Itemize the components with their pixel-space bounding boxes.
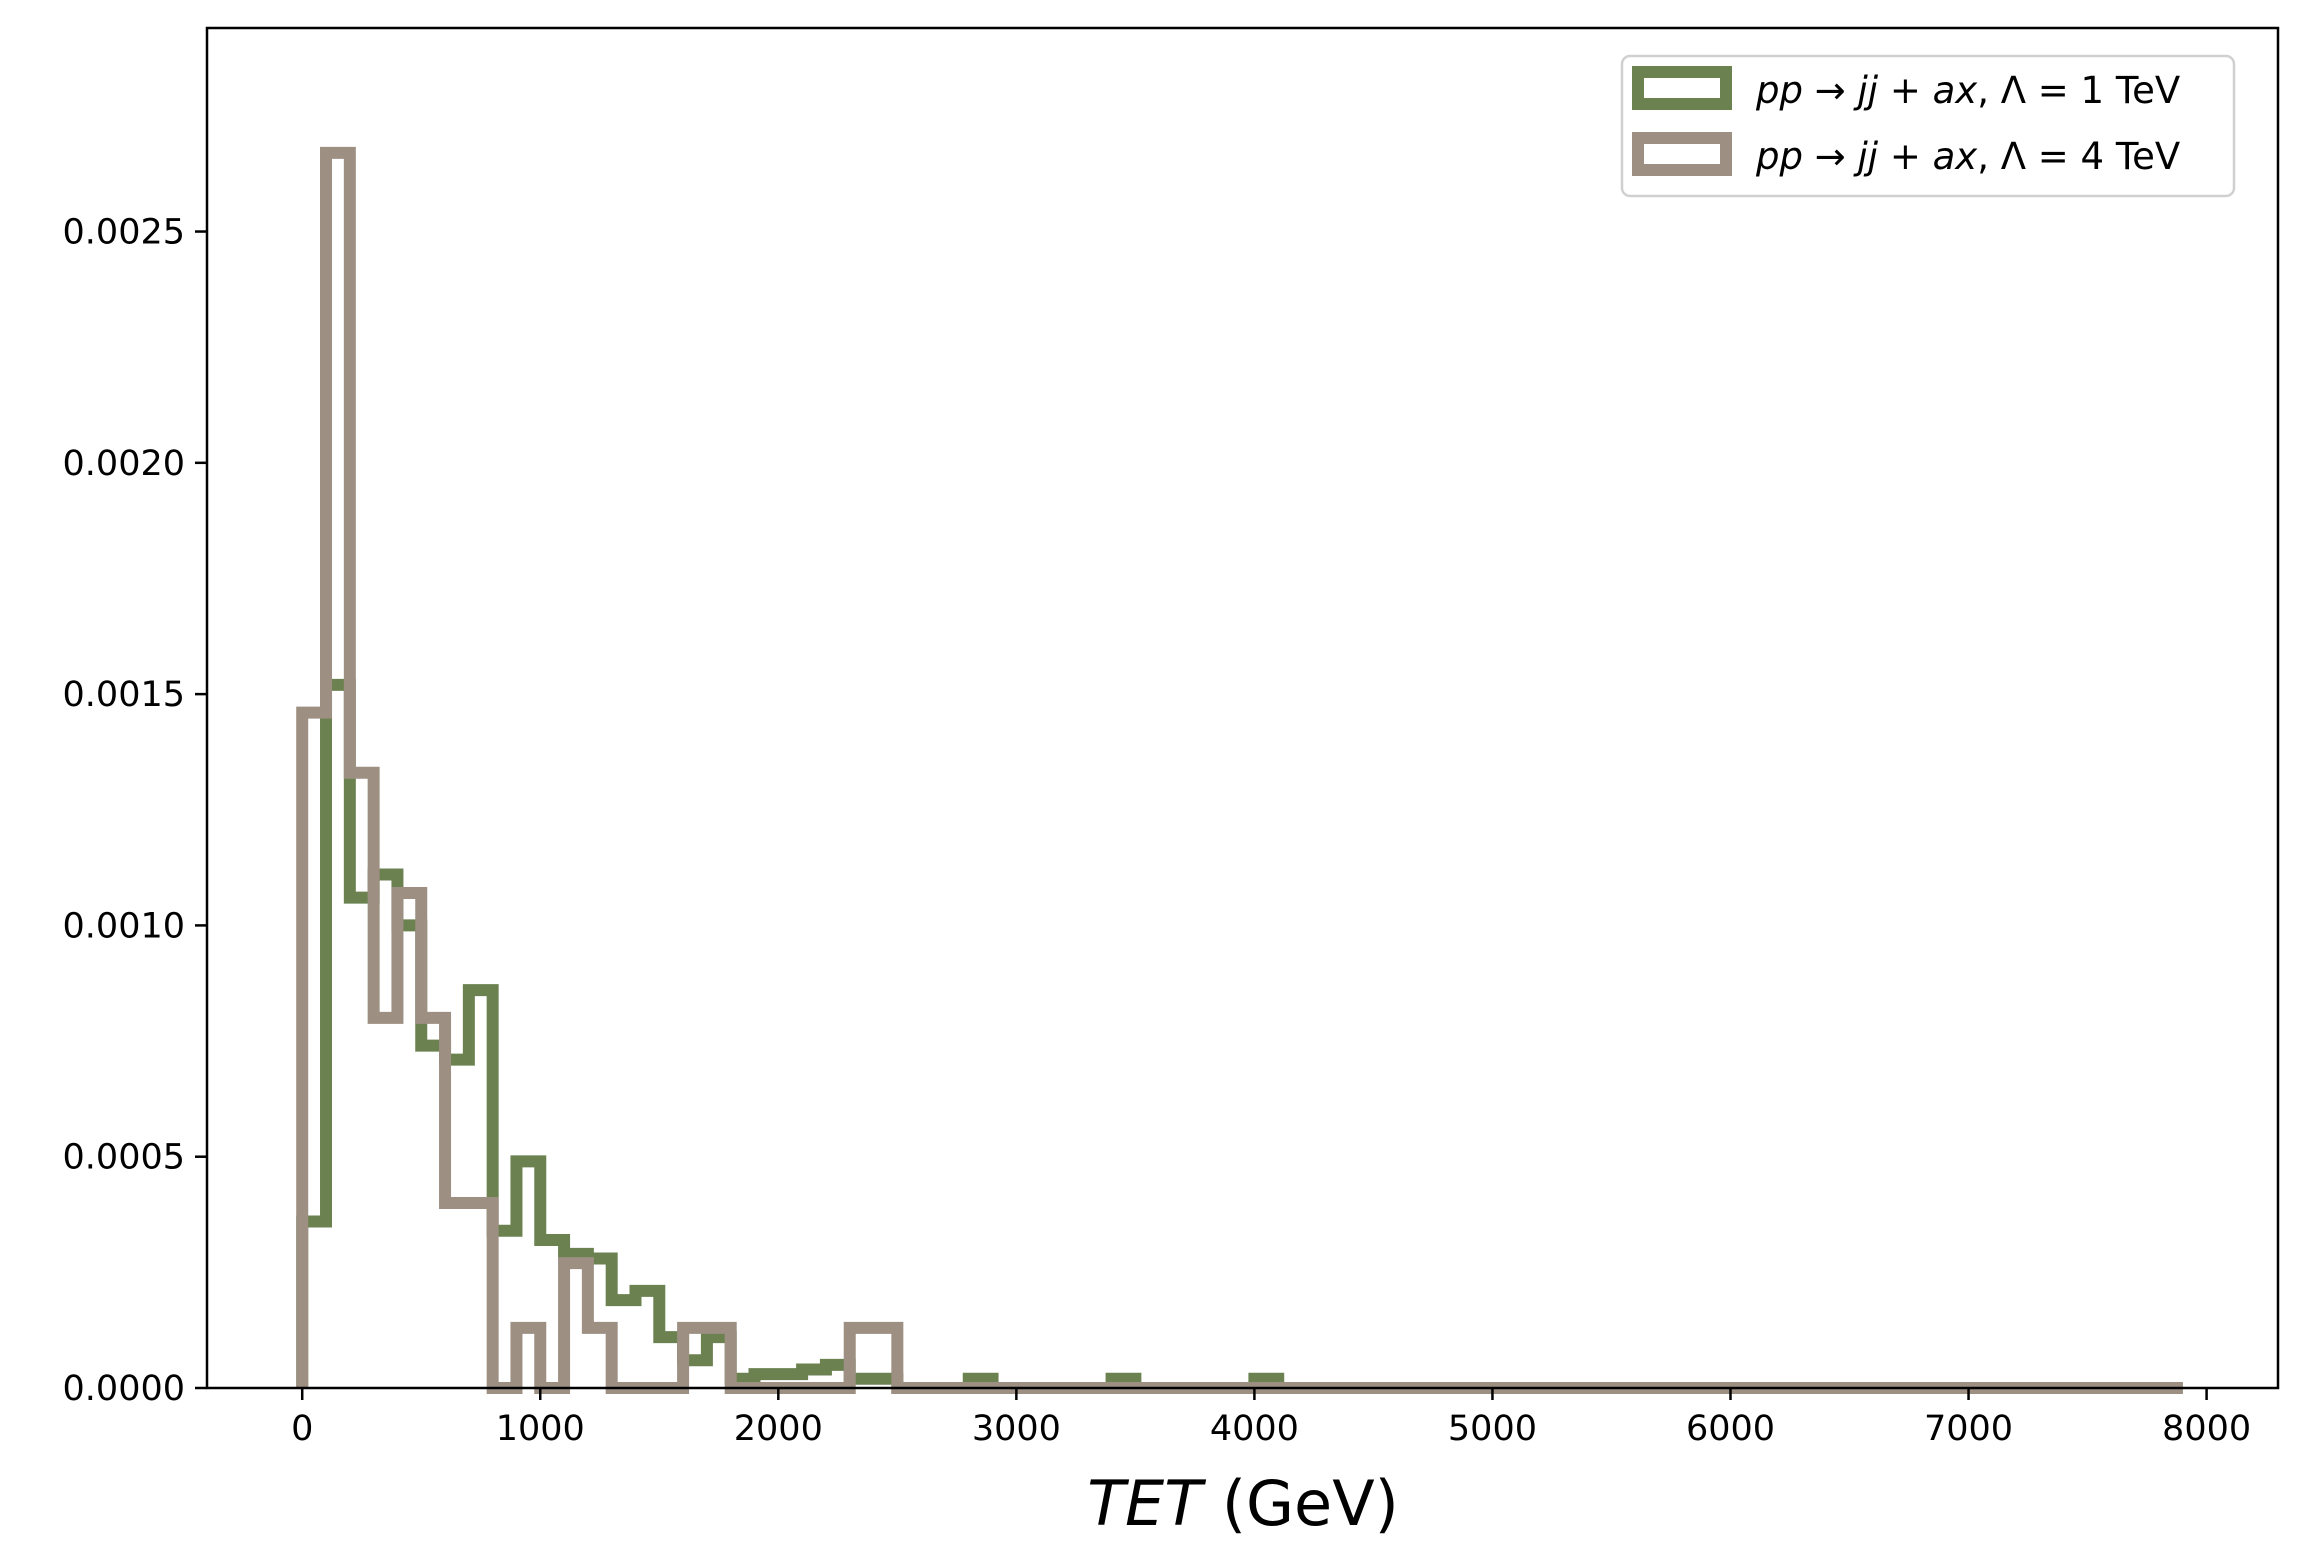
legend-swatch-lambda-1: [1632, 66, 1732, 110]
legend-1-ax: ax: [1933, 69, 1979, 112]
y-tick-label: 0.0020: [63, 444, 185, 484]
legend-box: [1620, 54, 2236, 198]
y-tick-label: 0.0010: [63, 906, 185, 946]
y-tick-label: 0.0025: [63, 213, 185, 253]
axes-frame: [205, 26, 2280, 1390]
x-tick-label: 8000: [2162, 1409, 2251, 1449]
legend-1-jj: jj: [1853, 69, 1879, 112]
x-tick-label: 7000: [1924, 1409, 2013, 1449]
x-tick-label: 3000: [972, 1409, 1061, 1449]
x-axis-ticks: 0 1000 2000 3000 4000 5000 6000 7000 8000: [291, 1388, 2251, 1449]
legend-2-pp: pp: [1755, 135, 1803, 178]
legend-1-arrow: →: [1803, 69, 1858, 112]
legend-1-plus: +: [1878, 69, 1933, 112]
legend-2-ax: ax: [1933, 135, 1979, 178]
legend-label-lambda-1: pp → jj + ax, Λ = 1 TeV: [1755, 69, 2180, 112]
legend-2-rest: , Λ = 4 TeV: [1977, 135, 2180, 178]
x-axis-label: TET (GeV): [1087, 1467, 1399, 1540]
legend-label-lambda-4: pp → jj + ax, Λ = 4 TeV: [1755, 135, 2180, 178]
legend-swatch-lambda-4: [1632, 132, 1732, 176]
x-axis-label-unit: (GeV): [1202, 1467, 1399, 1540]
legend-1-rest: , Λ = 1 TeV: [1977, 69, 2180, 112]
y-tick-label: 0.0015: [63, 675, 185, 715]
x-tick-label: 6000: [1686, 1409, 1775, 1449]
x-tick-label: 4000: [1210, 1409, 1299, 1449]
y-tick-label: 0.0000: [63, 1369, 185, 1409]
legend: pp → jj + ax, Λ = 1 TeV pp → jj + ax, Λ …: [1620, 54, 2236, 198]
x-tick-label: 0: [291, 1409, 313, 1449]
legend-2-jj: jj: [1853, 135, 1879, 178]
x-tick-label: 2000: [734, 1409, 823, 1449]
y-tick-label: 0.0005: [63, 1138, 185, 1178]
x-tick-label: 1000: [496, 1409, 585, 1449]
x-axis-label-variable: TET: [1087, 1467, 1206, 1540]
legend-1-pp: pp: [1755, 69, 1803, 112]
y-axis-ticks: 0.0000 0.0005 0.0010 0.0015 0.0020 0.0025: [63, 213, 207, 1409]
x-tick-label: 5000: [1448, 1409, 1537, 1449]
legend-2-plus: +: [1878, 135, 1933, 178]
legend-2-arrow: →: [1803, 135, 1858, 178]
